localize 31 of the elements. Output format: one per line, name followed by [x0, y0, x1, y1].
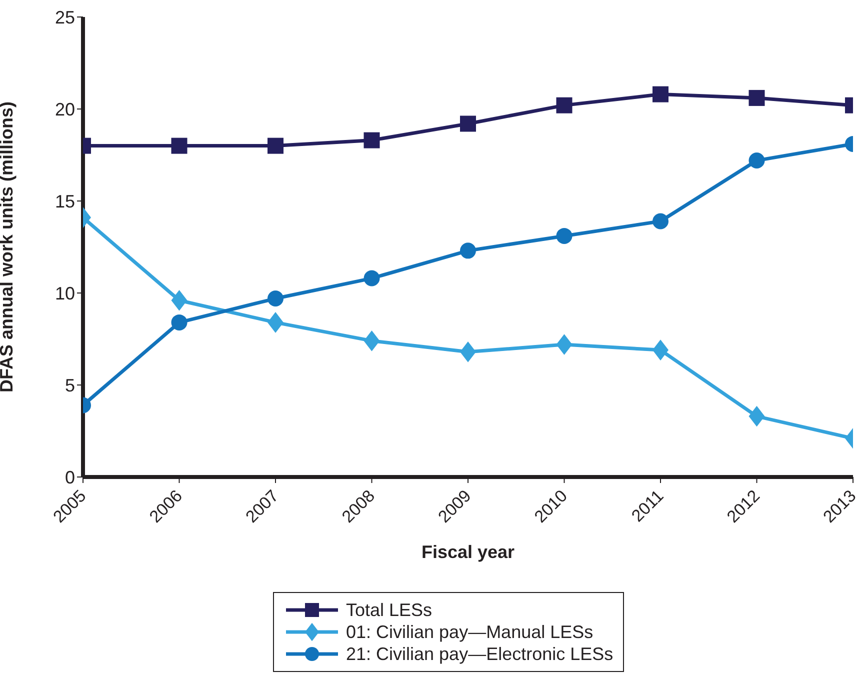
point [556, 334, 572, 355]
point [171, 314, 188, 330]
point [556, 228, 572, 244]
point [652, 213, 668, 230]
point [364, 270, 380, 286]
point [268, 312, 284, 333]
point [460, 116, 476, 132]
point [748, 152, 765, 169]
legend-label: Total LESs [346, 600, 432, 620]
point [748, 90, 765, 106]
point [460, 242, 476, 259]
point [171, 290, 188, 311]
point [268, 290, 284, 307]
legend-label: 01: Civilian pay—Manual LESs [346, 622, 594, 642]
point [268, 138, 284, 154]
y-tick-label: 10 [54, 283, 75, 304]
point [171, 138, 188, 154]
legend-label: 21: Civilian pay—Electronic LESs [346, 644, 614, 664]
y-tick-label: 0 [64, 467, 75, 488]
y-tick-label: 15 [54, 191, 75, 212]
y-tick-label: 20 [54, 99, 75, 120]
x-axis-title: Fiscal year [421, 542, 515, 562]
point [460, 341, 476, 362]
point [652, 340, 668, 360]
point [748, 406, 765, 427]
point [652, 86, 668, 102]
y-tick-label: 25 [54, 7, 75, 28]
point [556, 97, 572, 114]
point [364, 330, 380, 352]
point [364, 132, 380, 148]
y-tick-label: 5 [64, 375, 75, 396]
